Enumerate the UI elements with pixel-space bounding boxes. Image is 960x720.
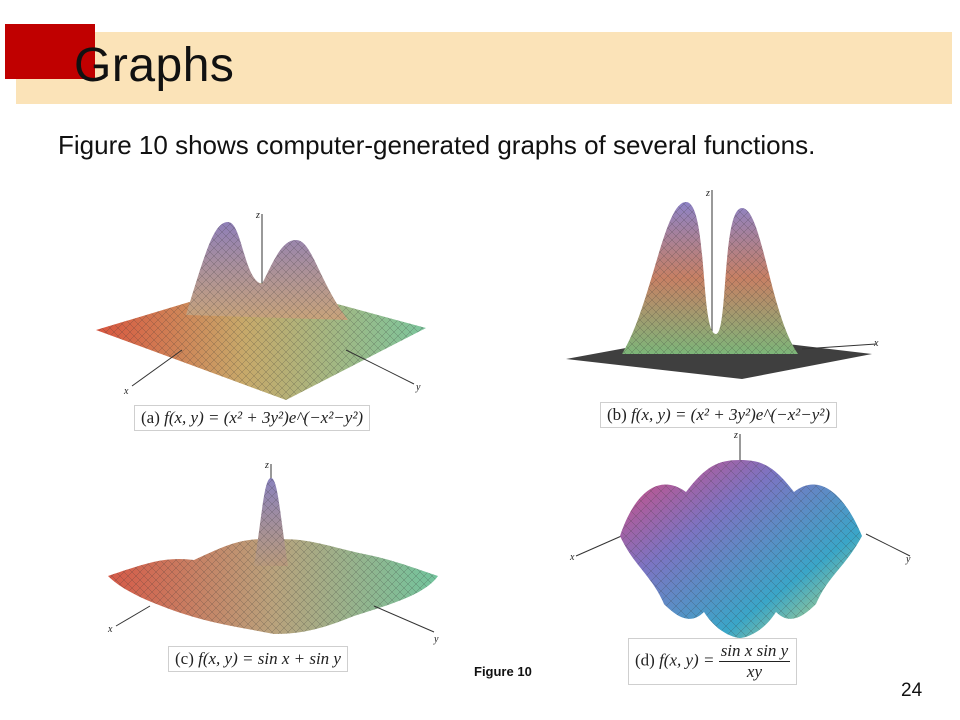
page-number: 24 [901,680,923,701]
graph-a-caption-prefix: (a) [141,408,160,427]
graph-d-caption-numerator: sin x sin y [718,641,791,662]
graph-d-caption-lhs: f(x, y) = [659,650,715,670]
graph-a-caption-formula: f(x, y) = (x² + 3y²)e^(−x²−y²) [164,408,364,427]
graph-b-z-label: z [705,188,710,199]
graph-b-caption-formula: f(x, y) = (x² + 3y²)e^(−x²−y²) [631,405,831,424]
graph-a: z x y [86,200,436,400]
graph-d-surface: z x y [569,430,911,638]
graph-d-y-label: y [905,554,911,565]
title-band [16,32,952,104]
graph-c-y-label: y [433,634,439,645]
intro-text: Figure 10 shows computer-generated graph… [58,130,816,160]
graph-a-surface: z x y [96,210,426,400]
graph-c-surface: z x y [107,460,439,645]
slide-title: Graphs [74,39,235,92]
graph-c-caption-formula: f(x, y) = sin x + sin y [198,649,341,668]
graph-b-caption: (b) f(x, y) = (x² + 3y²)e^(−x²−y²) [600,402,838,428]
graph-d-x-label: x [569,552,575,563]
figure-label: Figure 10 [474,664,532,679]
graph-a-x-label: x [123,386,129,397]
accent-square [5,24,95,79]
graph-b-caption-prefix: (b) [607,405,627,424]
graph-c: z x y [104,456,444,646]
graph-c-z-label: z [264,460,269,471]
graph-b-x-label: x [873,338,879,349]
graph-d-caption-prefix: (d) [635,650,655,670]
graph-c-caption: (c) f(x, y) = sin x + sin y [168,646,348,672]
graph-c-caption-prefix: (c) [175,649,194,668]
graph-a-z-label: z [255,210,260,221]
graph-d: z x y [566,426,918,640]
graph-b-surface: z x [566,188,879,379]
graph-d-caption-denominator: xy [746,662,762,681]
graph-c-x-label: x [107,624,113,635]
graph-d-caption-fraction: sin x sin y xy [718,641,791,682]
graph-a-y-label: y [415,382,421,393]
graph-d-caption: (d) f(x, y) = sin x sin y xy [628,638,798,685]
graph-b: z x [552,184,882,389]
graph-a-caption: (a) f(x, y) = (x² + 3y²)e^(−x²−y²) [134,405,371,431]
graph-d-z-label: z [733,430,738,441]
